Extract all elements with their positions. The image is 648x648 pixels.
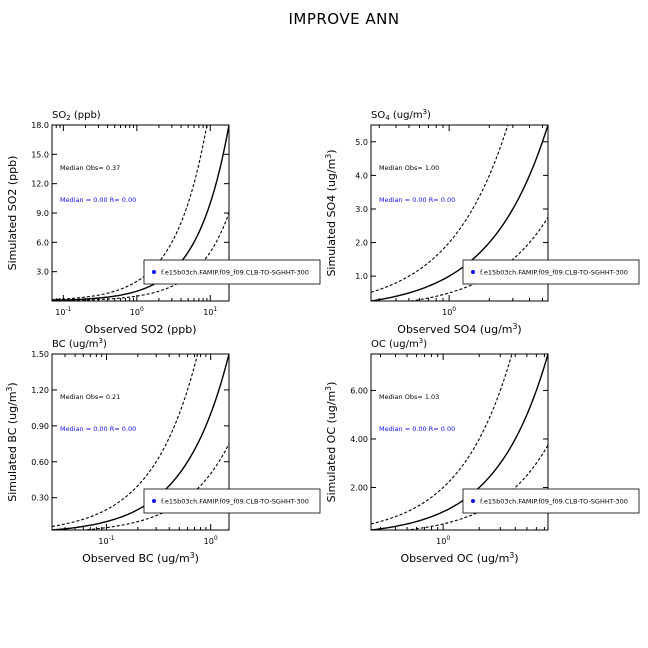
two-to-one-line (371, 354, 513, 525)
y-tick-label: 3.0 (36, 268, 49, 277)
reference-lines (52, 354, 229, 530)
panel-title: SO4 (ug/m3) (371, 108, 431, 122)
x-axis-label: Observed SO2 (ppb) (84, 323, 196, 336)
plot-frame (370, 353, 549, 531)
y-axis-label: Simulated SO4 (ug/m3) (324, 149, 338, 276)
y-tick-label: 0.90 (31, 422, 49, 431)
median-model-text: Median = 0.00 R= 0.00 (379, 425, 455, 433)
one-to-one-line (371, 354, 548, 530)
x-axis-label: Observed OC (ug/m3) (400, 551, 518, 565)
y-axis-label: Simulated BC (ug/m3) (5, 382, 19, 501)
legend-box (143, 259, 321, 285)
legend-marker (471, 499, 475, 503)
panel-oc: 2.00 4.00 6.00 100 OC (ug/m3) Observed OC (ug… (324, 337, 640, 565)
y-tick-label: 18.0 (31, 121, 49, 130)
y-tick-label: 0.60 (31, 458, 49, 467)
y-tick-label: 5.0 (355, 138, 368, 147)
x-tick-label: 100 (436, 535, 450, 546)
page-title: IMPROVE ANN (288, 10, 399, 28)
y-tick-label: 6.0 (36, 238, 49, 247)
legend-label: f.e15b03ch.FAMIP.f09_f09.CLB-TO-SGHHT-30… (480, 498, 628, 506)
y-tick-label: 12.0 (31, 180, 49, 189)
plot-frame (370, 124, 549, 302)
y-tick-label: 4.0 (355, 171, 368, 180)
x-tick-label: 101 (203, 306, 217, 317)
y-tick-label: 4.00 (350, 435, 368, 444)
y-tick-label: 1.20 (31, 386, 49, 395)
y-tick-label: 6.00 (350, 386, 368, 395)
y-axis-label: Simulated OC (ug/m3) (324, 382, 338, 503)
median-obs-text: Median Obs= 1.00 (379, 164, 439, 172)
median-model-text: Median = 0.00 R= 0.00 (379, 196, 455, 204)
x-axis-label: Observed SO4 (ug/m3) (397, 322, 521, 336)
panel-title: SO2 (ppb) (52, 110, 101, 122)
median-model-text: Median = 0.00 R= 0.00 (60, 425, 136, 433)
x-tick-label: 10-1 (55, 306, 71, 317)
median-obs-text: Median Obs= 1.03 (379, 393, 439, 401)
reference-lines (52, 125, 229, 301)
legend-label: f.e15b03ch.FAMIP.f09_f09.CLB-TO-SGHHT-30… (161, 269, 309, 277)
y-tick-label: 2.00 (350, 484, 368, 493)
reference-lines (371, 354, 548, 530)
median-model-text: Median = 0.00 R= 0.00 (60, 196, 136, 204)
two-to-one-line (371, 125, 509, 293)
x-tick-label: 10-1 (98, 535, 114, 546)
one-to-one-line (371, 125, 548, 301)
legend-marker (152, 499, 156, 503)
panel-so4: 1.0 2.0 3.0 4.0 5.0 100 SO4 (ug/m3) Observed SO… (324, 108, 640, 336)
panel-so2: 3.0 6.0 9.0 12.0 15.0 18.0 10-1 100 101 SO2 (ppb)… (6, 110, 321, 336)
legend-label: f.e15b03ch.FAMIP.f09_f09.CLB-TO-SGHHT-30… (480, 269, 628, 277)
median-obs-text: Median Obs= 0.21 (60, 393, 120, 401)
y-tick-label: 9.0 (36, 209, 49, 218)
y-axis-label: Simulated SO2 (ppb) (6, 156, 19, 271)
legend-label: f.e15b03ch.FAMIP.f09_f09.CLB-TO-SGHHT-30… (161, 498, 309, 506)
y-tick-label: 2.0 (355, 239, 368, 248)
legend: f.e15b03ch.FAMIP.f09_f09.CLB-TO-SGHHT-30… (462, 488, 640, 514)
y-tick-label: 15.0 (31, 150, 49, 159)
reference-lines (371, 125, 548, 301)
one-to-one-line (52, 354, 229, 530)
x-tick-label: 100 (130, 306, 144, 317)
legend-box (462, 488, 640, 514)
legend-box (462, 259, 640, 285)
x-tick-label: 100 (204, 535, 218, 546)
panels: 3.0 6.0 9.0 12.0 15.0 18.0 10-1 100 101 SO2 (ppb)… (5, 108, 640, 565)
legend-box (143, 488, 321, 514)
legend: f.e15b03ch.FAMIP.f09_f09.CLB-TO-SGHHT-30… (143, 488, 321, 514)
legend-marker (152, 270, 156, 274)
one-to-one-line (52, 125, 229, 301)
panel-title: OC (ug/m3) (371, 337, 427, 350)
y-tick-label: 0.30 (31, 494, 49, 503)
legend-marker (471, 270, 475, 274)
x-axis-label: Observed BC (ug/m3) (82, 551, 199, 565)
one-to-two-line (75, 443, 229, 530)
y-tick-label: 1.0 (355, 272, 368, 281)
panel-title: BC (ug/m3) (52, 337, 107, 350)
two-to-one-line (52, 125, 208, 301)
legend: f.e15b03ch.FAMIP.f09_f09.CLB-TO-SGHHT-30… (143, 259, 321, 285)
median-obs-text: Median Obs= 0.37 (60, 164, 120, 172)
x-tick-label: 100 (442, 306, 456, 317)
y-tick-label: 1.50 (31, 350, 49, 359)
plot-frame (51, 353, 230, 531)
y-tick-label: 3.0 (355, 205, 368, 214)
two-to-one-line (52, 354, 199, 527)
panel-bc: 0.30 0.60 0.90 1.20 1.50 10-1 100 BC (ug/m3) Obs… (5, 337, 321, 565)
legend: f.e15b03ch.FAMIP.f09_f09.CLB-TO-SGHHT-30… (462, 259, 640, 285)
one-to-two-line (407, 217, 548, 301)
